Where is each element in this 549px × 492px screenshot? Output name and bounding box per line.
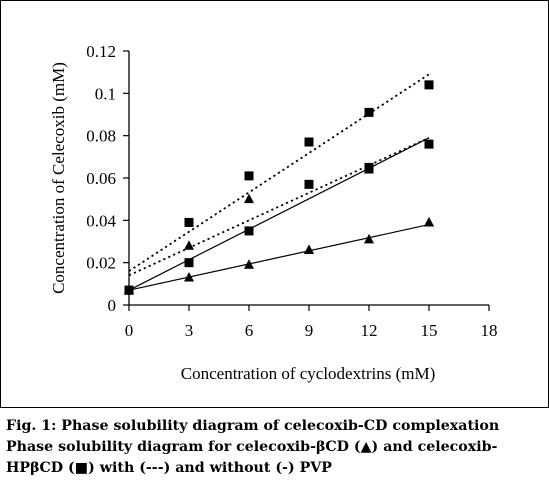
x-axis-title: Concentration of cyclodextrins (mM) (181, 364, 435, 383)
x-tick-label: 12 (361, 321, 378, 340)
trend-line-3 (128, 137, 430, 291)
x-tick-label: 15 (421, 321, 438, 340)
triangle-marker (304, 244, 314, 254)
trend-line-4 (128, 223, 430, 291)
square-marker (184, 258, 194, 268)
square-marker (424, 139, 434, 149)
triangle-marker (244, 259, 254, 269)
axes: 0 0.02 0.04 0.06 0.08 0.1 0.12 0 3 6 9 12 15 18 (86, 42, 497, 340)
y-tick-label: 0.12 (86, 42, 116, 61)
trend-line-2 (128, 136, 430, 277)
data-markers (124, 80, 434, 295)
square-marker (184, 217, 194, 227)
x-tick-label: 18 (481, 321, 498, 340)
phase-solubility-chart: 0 0.02 0.04 0.06 0.08 0.1 0.12 0 3 6 9 12 15 18 Conce… (49, 42, 498, 383)
triangle-marker (364, 233, 374, 244)
triangle-marker (124, 284, 134, 295)
caption-line-2: Phase solubility diagram for celecoxib-β… (6, 439, 498, 455)
triangle-marker (184, 240, 194, 250)
triangle-marker (244, 193, 254, 204)
y-tick-label: 0 (108, 296, 117, 315)
x-tick-label: 3 (185, 321, 194, 340)
triangle-marker (424, 216, 434, 227)
y-tick-label: 0.06 (86, 169, 116, 188)
square-marker (244, 171, 254, 181)
y-tick-label: 0.02 (86, 254, 116, 273)
x-tick-label: 9 (305, 321, 314, 340)
triangle-marker (364, 164, 374, 174)
trend-line-1 (128, 73, 430, 272)
y-tick-label: 0.1 (95, 84, 116, 103)
square-marker (244, 226, 254, 236)
y-axis-title: Concentration of Celecoxib (mM) (49, 62, 68, 294)
figure-caption: Fig. 1: Phase solubility diagram of cele… (6, 416, 546, 479)
y-tick-label: 0.04 (86, 211, 116, 230)
x-tick-label: 6 (245, 321, 254, 340)
square-marker (304, 179, 314, 189)
square-marker (424, 80, 434, 90)
caption-line-1: Fig. 1: Phase solubility diagram of cele… (6, 418, 500, 434)
triangle-marker (184, 271, 194, 282)
y-tick-label: 0.08 (86, 127, 116, 146)
caption-line-3: HPβCD (■) with (---) and without (-) PVP (6, 460, 332, 476)
square-marker (364, 107, 374, 117)
trend-lines (128, 73, 430, 291)
square-marker (304, 137, 314, 147)
x-tick-label: 0 (125, 321, 134, 340)
